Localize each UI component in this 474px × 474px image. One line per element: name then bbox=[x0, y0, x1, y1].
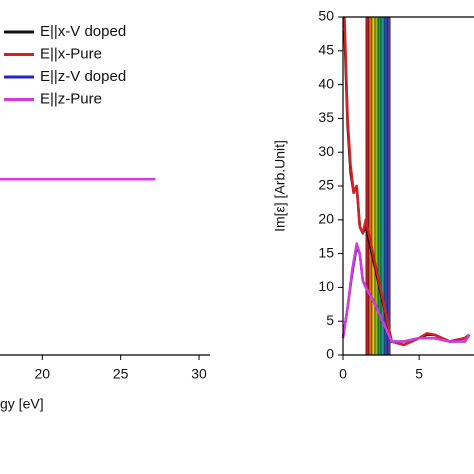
y-axis-label: Im[ε] [Arb.Unit] bbox=[272, 140, 288, 232]
series-line bbox=[343, 16, 471, 347]
x-axis-label: gy [eV] bbox=[0, 396, 44, 412]
legend-label: E||x-Pure bbox=[40, 45, 102, 62]
y-tick-label: 50 bbox=[318, 8, 334, 24]
y-tick-label: 35 bbox=[318, 109, 334, 125]
x-tick-label: 5 bbox=[415, 366, 423, 382]
spectrum-stripe bbox=[368, 16, 373, 356]
y-tick-label: 40 bbox=[318, 75, 334, 91]
series-line bbox=[341, 245, 471, 343]
y-tick-label: 45 bbox=[318, 42, 334, 58]
y-tick-label: 5 bbox=[326, 312, 334, 328]
spectrum-stripe bbox=[386, 16, 391, 356]
y-tick-label: 15 bbox=[318, 244, 334, 260]
y-tick-label: 30 bbox=[318, 143, 334, 159]
legend-label: E||z-Pure bbox=[40, 90, 102, 107]
series-line bbox=[341, 242, 471, 343]
x-tick-label: 0 bbox=[339, 366, 347, 382]
y-tick-label: 25 bbox=[318, 177, 334, 193]
y-tick-label: 10 bbox=[318, 278, 334, 294]
y-tick-label: 0 bbox=[326, 346, 334, 362]
x-tick-label: 30 bbox=[191, 366, 207, 382]
plot bbox=[341, 16, 471, 356]
x-tick-label: 25 bbox=[113, 366, 129, 382]
x-tick-label: 20 bbox=[35, 366, 51, 382]
spectrum-stripe bbox=[377, 16, 382, 356]
series-line bbox=[343, 30, 471, 347]
y-tick-label: 20 bbox=[318, 211, 334, 227]
legend-label: E||x-V doped bbox=[40, 23, 126, 40]
spectrum-stripe bbox=[365, 16, 370, 356]
legend-label: E||z-V doped bbox=[40, 68, 126, 85]
